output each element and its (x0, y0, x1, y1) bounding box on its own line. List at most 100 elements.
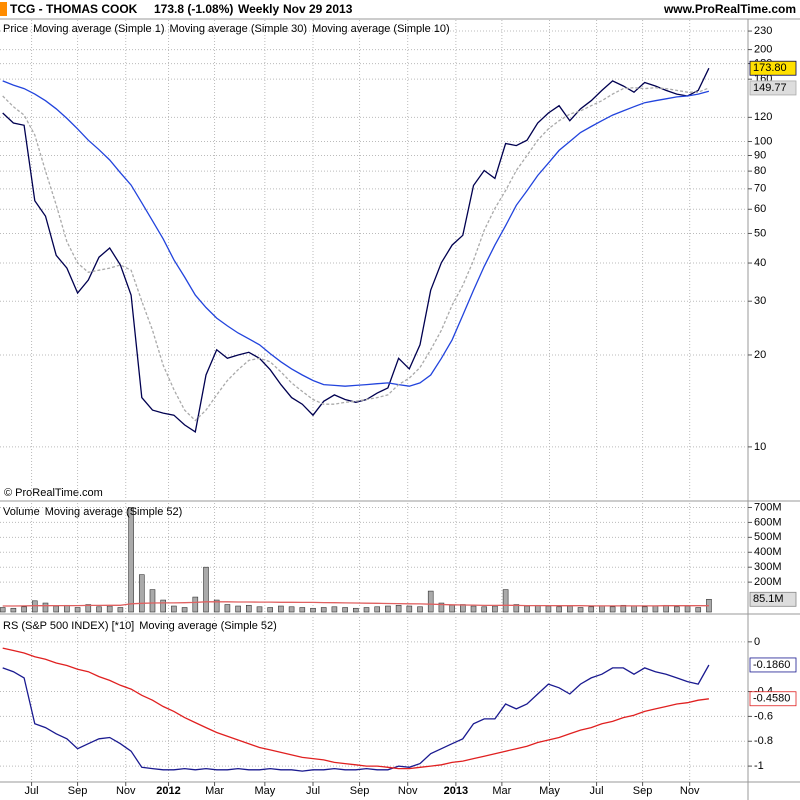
period: Weekly (238, 2, 279, 16)
last-value-box (749, 657, 797, 673)
volume-bar (652, 605, 659, 613)
panel-title: Price (3, 23, 28, 35)
volume-bar (502, 589, 509, 613)
volume-bar (299, 607, 306, 613)
volume-bar (470, 605, 477, 613)
y-tick-label: 400M (754, 546, 782, 558)
volume-bar (85, 604, 92, 613)
y-tick-label: 200M (754, 576, 782, 588)
volume-bar (117, 607, 124, 613)
volume-bar (0, 607, 6, 613)
volume-bar (256, 606, 263, 613)
last-value-label: -0.1860 (753, 659, 790, 671)
volume-bar (213, 599, 220, 613)
series-line (2, 664, 710, 772)
x-tick-label: May (539, 785, 560, 797)
y-tick-label: 90 (754, 149, 766, 161)
volume-bar (203, 566, 209, 613)
panel: 102030405060708090100120160180200230173.… (0, 20, 797, 500)
last-value-box (749, 591, 797, 607)
x-tick-label: Mar (492, 785, 511, 797)
volume-bar (588, 606, 595, 613)
volume-bar (556, 606, 562, 613)
volume-bar (374, 606, 381, 613)
y-tick-label: 60 (754, 203, 766, 215)
x-tick-label: Nov (116, 785, 136, 797)
volume-bar (385, 605, 391, 613)
legend-entry: Moving average (Simple 52) (139, 620, 277, 632)
volume-bar (406, 605, 413, 613)
y-tick-label: -0.8 (754, 735, 773, 747)
volume-bar (42, 602, 49, 613)
y-tick-label: 10 (754, 441, 766, 453)
volume-bar (513, 604, 520, 613)
y-tick-label: 300M (754, 561, 782, 573)
x-tick-label: May (254, 785, 275, 797)
volume-bar (224, 604, 231, 613)
legend-entry: Moving average (Simple 52) (45, 506, 183, 518)
y-tick-label: 100 (754, 135, 772, 147)
volume-bar (684, 605, 691, 613)
last-value-box (749, 80, 797, 96)
volume-bar (438, 602, 445, 613)
volume-bar (53, 605, 59, 613)
y-tick-label: 700M (754, 501, 782, 513)
y-tick-label: 600M (754, 516, 782, 528)
volume-bar (74, 607, 81, 613)
legend-entry: RS (S&P 500 INDEX) [*10] (3, 620, 134, 632)
panel-title: Volume (3, 506, 40, 518)
y-tick-label: -0.6 (754, 710, 773, 722)
y-tick-label: 0 (754, 636, 760, 648)
volume-bar (64, 604, 70, 613)
series-line (2, 87, 710, 422)
last-value-label: 85.1M (753, 593, 784, 605)
volume-bar (235, 605, 241, 613)
y-tick-label: 120 (754, 111, 772, 123)
last-value-label: 173.80 (753, 62, 787, 74)
copyright: © ProRealTime.com (4, 487, 103, 499)
volume-bar (363, 607, 370, 613)
series-line (2, 647, 709, 770)
y-tick-label: 500M (754, 531, 782, 543)
volume-bar (599, 605, 605, 613)
volume-bar (160, 599, 166, 613)
volume-bar (171, 605, 177, 613)
x-tick-label: Jul (306, 785, 320, 797)
volume-bar (10, 607, 17, 613)
volume-bar (192, 596, 199, 613)
volume-bar (320, 607, 327, 613)
volume-bar (395, 604, 402, 613)
volume-bar (310, 607, 316, 613)
y-tick-label: 230 (754, 25, 772, 37)
series-line (2, 67, 710, 433)
y-tick-label: 40 (754, 257, 766, 269)
site: www.ProRealTime.com (663, 2, 796, 16)
volume-bar (631, 605, 637, 613)
last-value-label: 149.77 (753, 82, 787, 94)
volume-bar (96, 606, 102, 613)
volume-bar (21, 606, 27, 613)
volume-bar (331, 606, 338, 613)
volume-bar (31, 600, 38, 613)
series-line (2, 80, 710, 387)
volume-bar (524, 605, 530, 613)
volume-bar (245, 604, 252, 613)
volume-bar (278, 605, 284, 613)
volume-bar (342, 607, 348, 613)
y-tick-label: 80 (754, 165, 766, 177)
y-tick-label: 200 (754, 43, 772, 55)
y-tick-label: -1 (754, 760, 764, 772)
last-value-box (749, 691, 797, 707)
volume-bar (577, 607, 584, 613)
volume-bar (609, 606, 616, 613)
volume-bar (417, 606, 423, 613)
x-tick-label: Sep (68, 785, 88, 797)
x-tick-label: Jul (25, 785, 39, 797)
x-tick-label: Sep (633, 785, 653, 797)
volume-bar (106, 605, 113, 613)
y-tick-label: 20 (754, 349, 766, 361)
volume-bar (492, 605, 498, 613)
